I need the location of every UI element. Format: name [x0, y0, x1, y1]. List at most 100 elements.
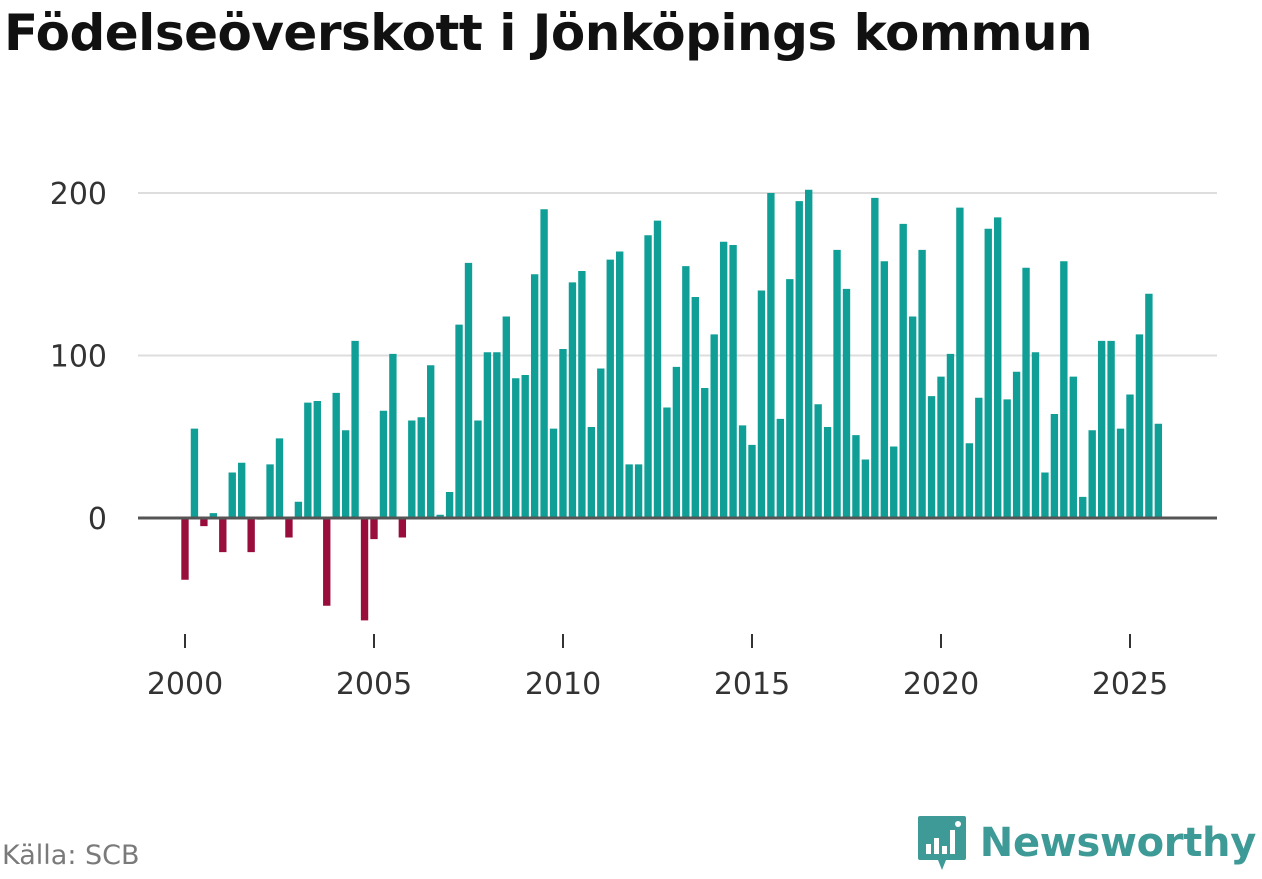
- bar: [663, 407, 671, 518]
- bar-chart: 0 100 200 2000 2005 2010 2015 2020 2025: [50, 177, 1217, 702]
- bar: [228, 472, 236, 518]
- bar: [625, 464, 633, 519]
- bar: [946, 353, 955, 519]
- bar: [190, 428, 199, 519]
- bar: [1135, 334, 1144, 519]
- bar: [445, 492, 454, 518]
- bar: [1069, 376, 1077, 519]
- bar: [956, 207, 964, 519]
- bar: [1079, 496, 1087, 519]
- bar: [521, 375, 529, 518]
- bar: [606, 259, 614, 519]
- bar: [672, 366, 681, 519]
- bar: [587, 427, 596, 518]
- bar: [918, 249, 926, 519]
- bar: [370, 518, 378, 540]
- bar: [436, 514, 444, 518]
- bar: [530, 274, 539, 518]
- bar: [332, 392, 340, 519]
- y-tick-label-100: 100: [50, 340, 107, 375]
- bar: [719, 241, 728, 518]
- bar: [455, 324, 463, 519]
- bar: [653, 220, 662, 519]
- bar: [209, 513, 218, 519]
- bar: [275, 438, 284, 519]
- brand-logo[interactable]: Newsworthy: [916, 813, 1256, 873]
- bar: [1154, 423, 1163, 518]
- bar: [1031, 352, 1040, 518]
- bar: [1145, 293, 1153, 518]
- bar: [1041, 472, 1049, 518]
- bar: [908, 316, 917, 518]
- bar: [247, 518, 255, 553]
- bar: [757, 290, 766, 518]
- bar: [965, 443, 974, 518]
- bar: [1060, 261, 1068, 518]
- bar: [323, 518, 331, 606]
- bar: [219, 518, 227, 553]
- bar: [417, 417, 425, 518]
- bar: [464, 262, 473, 519]
- x-tick-label-2020: 2020: [903, 667, 979, 702]
- bar: [738, 425, 747, 519]
- y-axis-labels: 0 100 200: [50, 177, 107, 537]
- x-tick-label-2005: 2005: [336, 667, 412, 702]
- bar: [427, 365, 435, 518]
- bar: [1126, 394, 1134, 518]
- bar: [568, 282, 577, 519]
- bar: [294, 501, 303, 518]
- bar: [181, 518, 189, 580]
- bars: [181, 189, 1163, 621]
- chart-title: Födelseöverskott i Jönköpings kommun: [4, 4, 1093, 62]
- bar: [1107, 340, 1115, 519]
- bar: [852, 435, 860, 519]
- bar: [1003, 399, 1011, 519]
- bar: [748, 444, 756, 519]
- x-tick-label-2000: 2000: [147, 667, 223, 702]
- bar: [1088, 430, 1096, 518]
- bar: [890, 446, 898, 518]
- bar: [880, 261, 888, 518]
- bar: [200, 518, 208, 527]
- bar: [1097, 340, 1106, 519]
- bar: [691, 297, 699, 518]
- bar: [899, 223, 907, 519]
- x-tick-label-2010: 2010: [525, 667, 601, 702]
- bar: [786, 279, 794, 519]
- bar: [701, 388, 709, 518]
- bar: [823, 427, 832, 518]
- gridlines: [138, 192, 1217, 357]
- bar: [616, 251, 624, 518]
- source-note: Källa: SCB: [2, 840, 140, 871]
- bar: [578, 271, 586, 518]
- bar: [540, 209, 548, 518]
- x-tick-label-2015: 2015: [714, 667, 790, 702]
- bar: [408, 420, 416, 518]
- bar: [871, 197, 879, 519]
- newsworthy-logo-icon: [917, 816, 966, 870]
- bar: [1116, 428, 1125, 519]
- y-tick-label-0: 0: [88, 502, 107, 537]
- bar: [351, 340, 359, 519]
- bar: [1050, 414, 1059, 518]
- bar: [389, 353, 397, 519]
- bar: [474, 420, 482, 518]
- bar: [634, 464, 643, 519]
- bar: [238, 462, 246, 518]
- bar: [1022, 267, 1030, 518]
- x-axis: 2000 2005 2010 2015 2020 2025: [147, 634, 1168, 702]
- bar: [927, 396, 936, 519]
- bar: [729, 245, 737, 518]
- bar: [597, 368, 605, 518]
- bar: [285, 518, 293, 538]
- bar: [1012, 371, 1021, 518]
- bar: [861, 459, 870, 518]
- bar: [379, 410, 388, 518]
- bar: [767, 193, 775, 518]
- bar: [360, 518, 369, 621]
- bar: [398, 518, 407, 538]
- bar: [776, 418, 785, 519]
- bar: [304, 402, 312, 519]
- brand-name: Newsworthy: [979, 820, 1257, 866]
- x-tick-label-2025: 2025: [1092, 667, 1168, 702]
